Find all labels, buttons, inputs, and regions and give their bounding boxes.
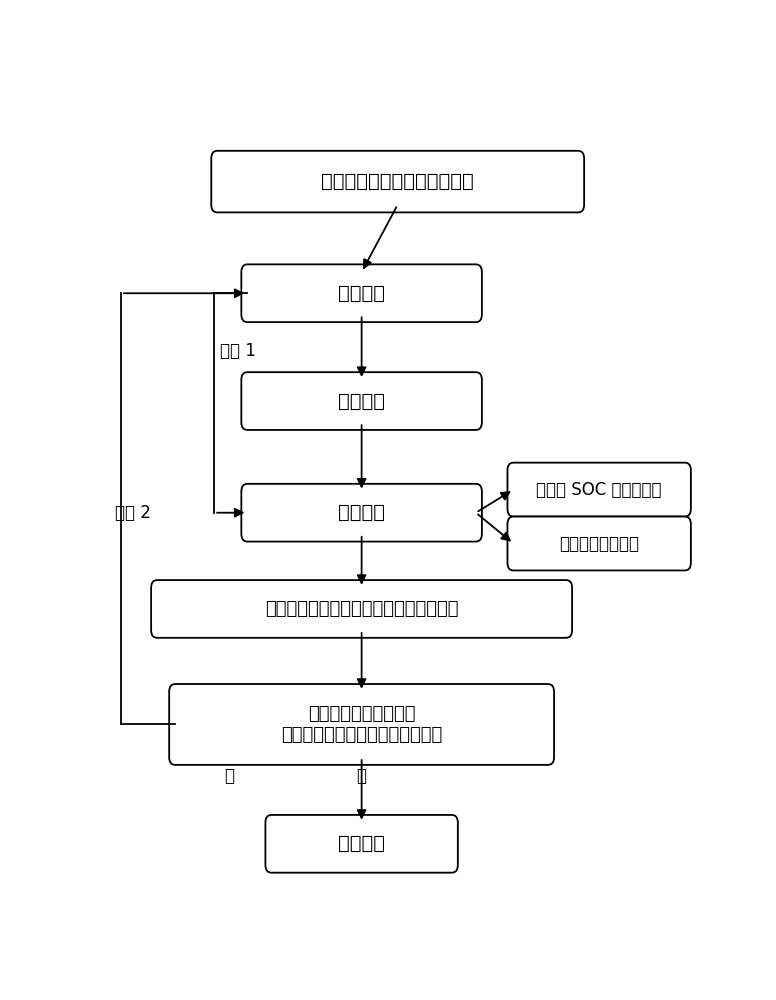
Text: 否: 否 [224,767,234,785]
Text: 循环 2: 循环 2 [115,504,151,522]
Text: 减小低 SOC 下充电电流: 减小低 SOC 下充电电流 [536,481,662,499]
Text: 循环 1: 循环 1 [220,342,256,360]
FancyBboxPatch shape [241,372,482,430]
Text: 电池充电: 电池充电 [338,503,385,522]
Text: 电池循环达到特定时间
或电池高温容量保持率达到特定值: 电池循环达到特定时间 或电池高温容量保持率达到特定值 [281,705,442,744]
FancyBboxPatch shape [265,815,458,873]
FancyBboxPatch shape [241,264,482,322]
Text: 快速测试锂离子电池循环寿命: 快速测试锂离子电池循环寿命 [321,172,474,191]
FancyBboxPatch shape [169,684,554,765]
Text: 电池放电: 电池放电 [338,284,385,303]
Text: 停止测试: 停止测试 [338,834,385,853]
Text: 提高充电截止电压: 提高充电截止电压 [559,534,639,552]
Text: 电池持续恒压充电或恒压充电与静置结合: 电池持续恒压充电或恒压充电与静置结合 [265,600,459,618]
FancyBboxPatch shape [508,463,691,517]
Text: 放电静置: 放电静置 [338,392,385,411]
FancyBboxPatch shape [211,151,584,212]
FancyBboxPatch shape [241,484,482,542]
FancyBboxPatch shape [508,517,691,570]
FancyBboxPatch shape [151,580,572,638]
Text: 是: 是 [357,767,366,785]
